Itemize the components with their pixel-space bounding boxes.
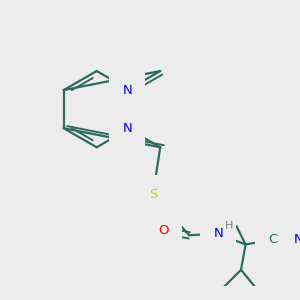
Text: H: H — [225, 221, 233, 231]
Text: C: C — [268, 233, 278, 246]
Text: N: N — [122, 84, 132, 97]
Text: S: S — [149, 188, 157, 201]
Text: N: N — [214, 227, 223, 240]
Text: N: N — [293, 233, 300, 246]
Text: N: N — [122, 122, 132, 135]
Text: O: O — [159, 224, 169, 237]
